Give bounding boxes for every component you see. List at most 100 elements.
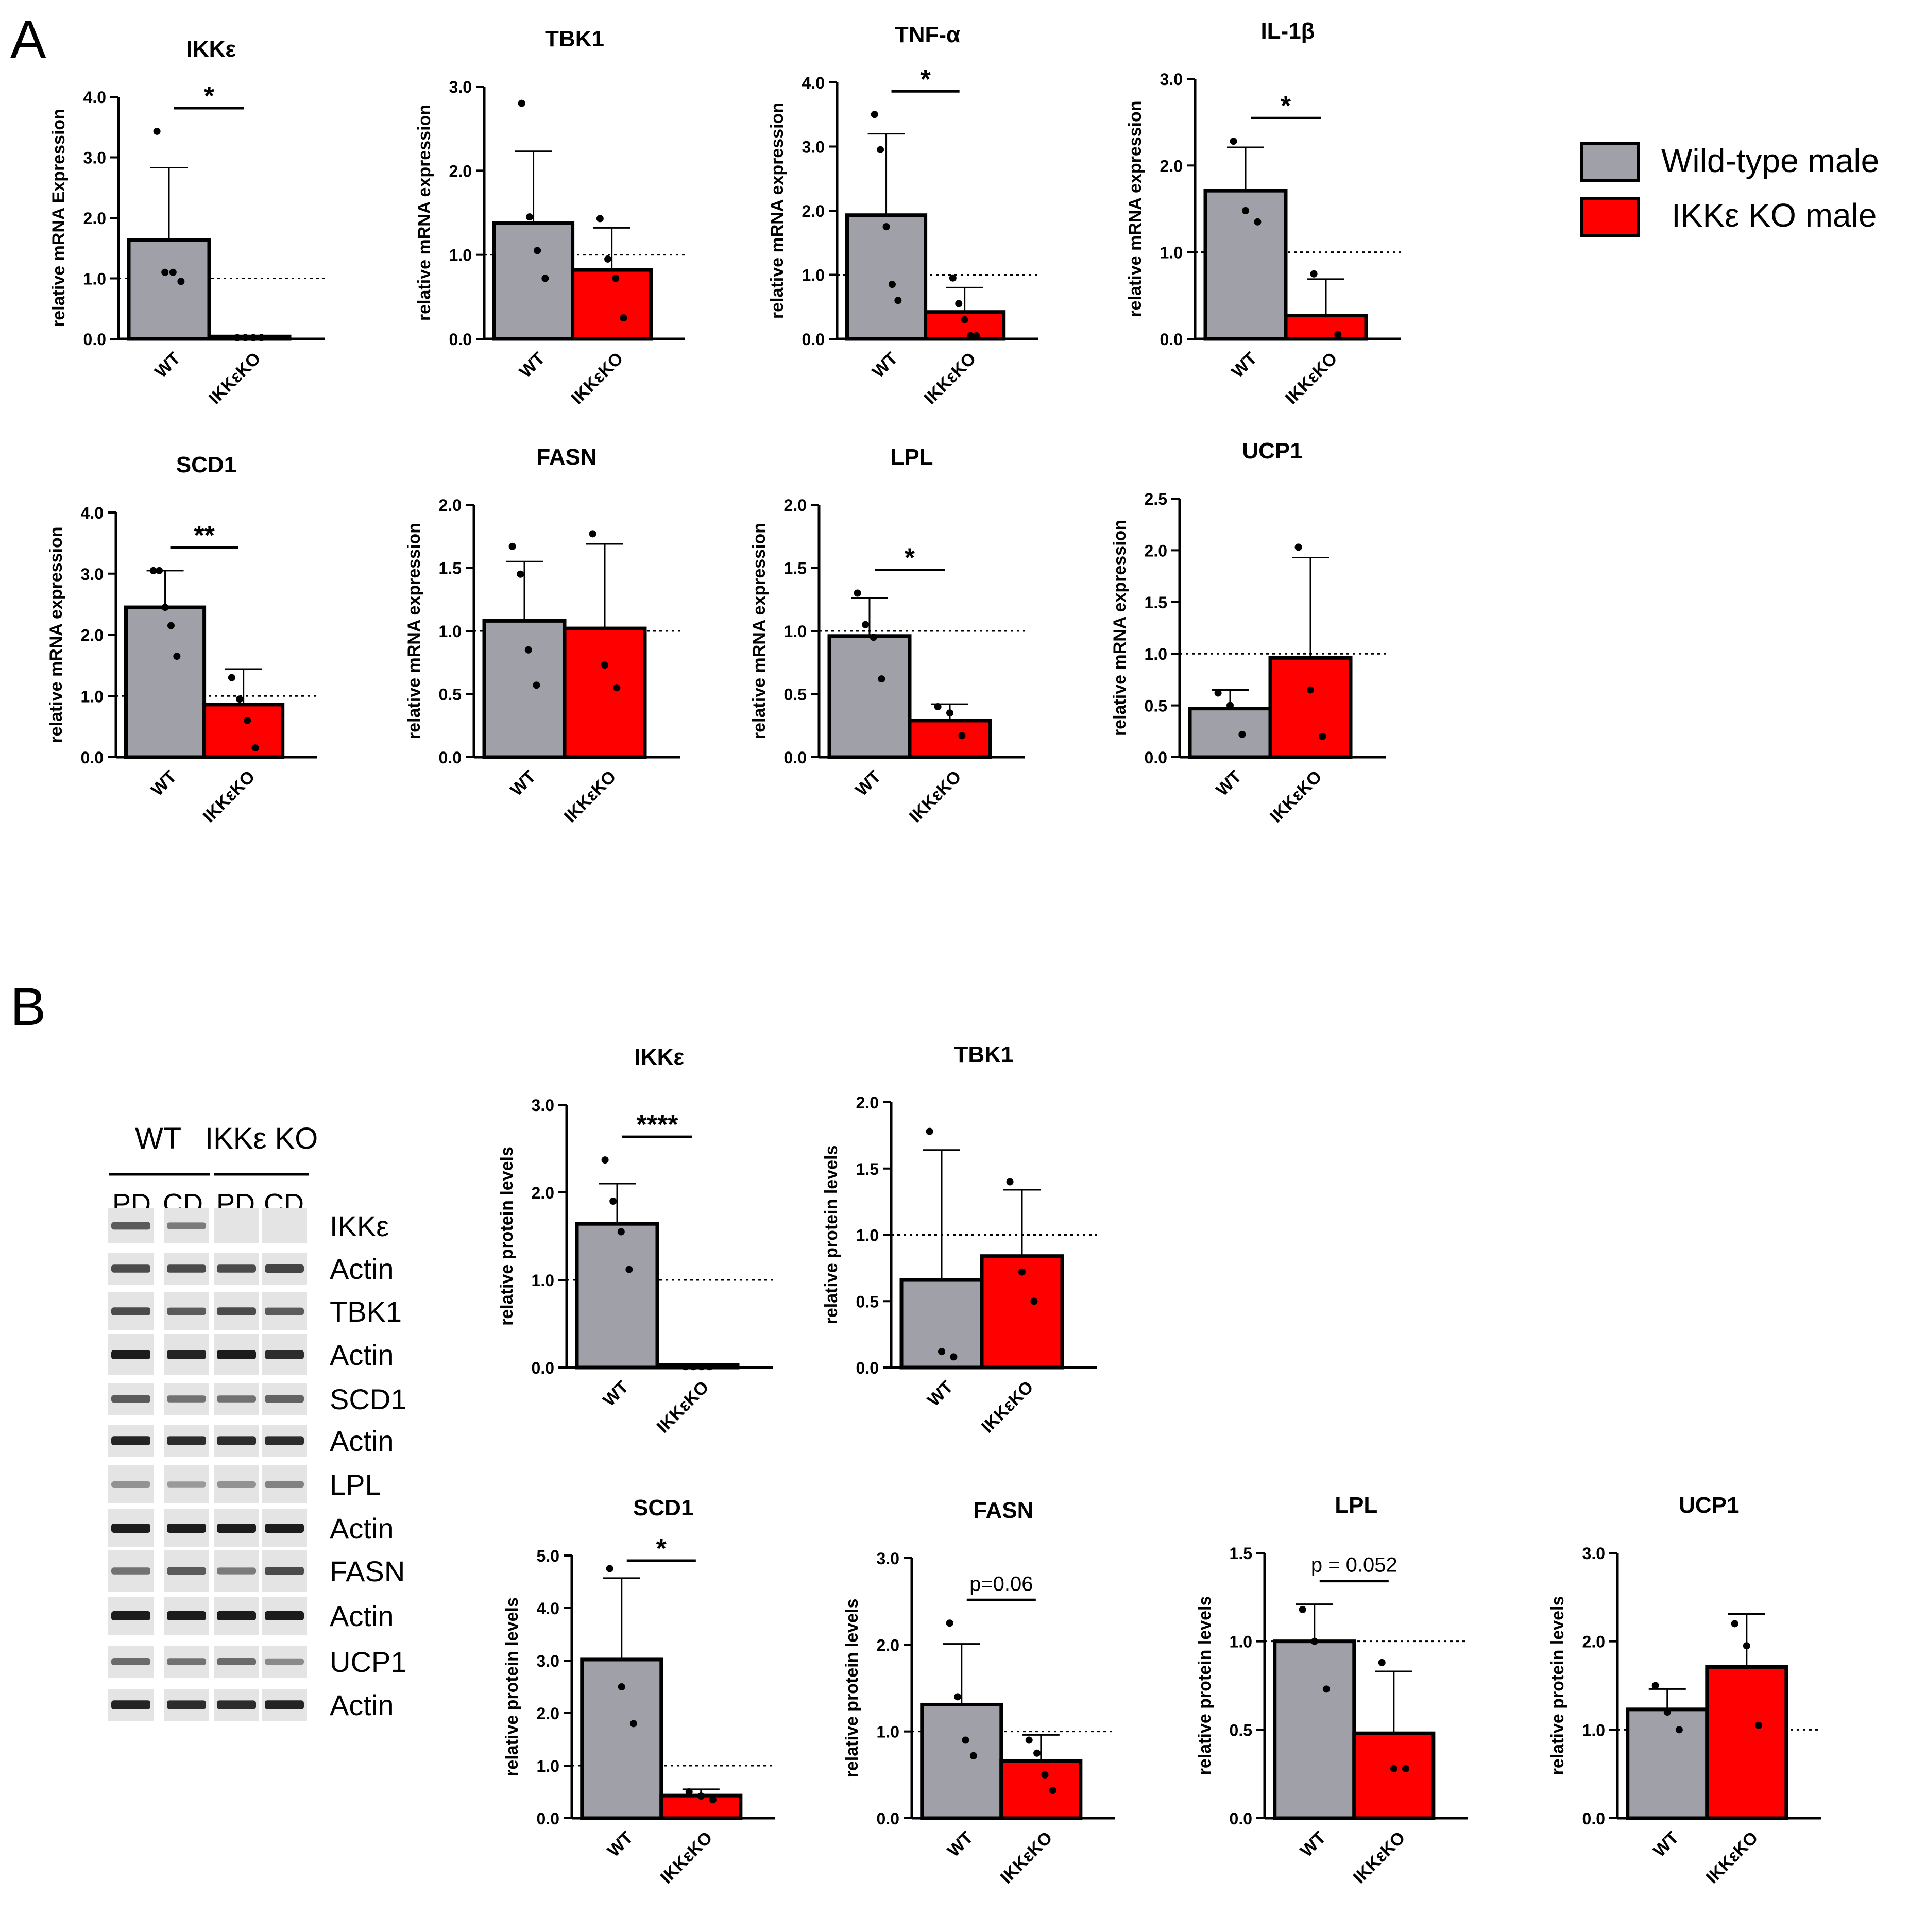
y-tick-label: 1.0 <box>856 1226 879 1245</box>
data-point <box>706 1363 713 1371</box>
y-tick-label: 0.5 <box>856 1292 879 1311</box>
data-point <box>926 1127 933 1135</box>
data-point <box>1754 1721 1762 1729</box>
blot-band <box>167 1395 206 1403</box>
data-point <box>517 570 524 578</box>
blot-band <box>265 1700 304 1709</box>
blot-band <box>111 1524 150 1533</box>
significance-label: **** <box>637 1110 679 1140</box>
blot-band <box>167 1700 206 1709</box>
x-tick-label: WT <box>516 349 549 382</box>
blot-band <box>265 1524 304 1533</box>
bar-chart-1: TBK1 0.0 1.0 2.0 3.0 relative mRNA expression… <box>415 26 685 408</box>
data-point <box>534 247 541 254</box>
data-point <box>1006 1178 1014 1186</box>
y-axis-label: relative protein levels <box>1548 1596 1567 1775</box>
data-point <box>878 675 885 683</box>
blot-band <box>265 1264 304 1273</box>
blot-band <box>167 1307 206 1315</box>
blot-band <box>217 1611 256 1620</box>
y-tick-label: 1.5 <box>784 559 807 578</box>
data-point <box>946 1619 953 1627</box>
x-tick-label: IKKεKO <box>653 1377 713 1437</box>
bar-wt <box>827 634 912 759</box>
blot-band <box>217 1307 256 1315</box>
blot-row-label: UCP1 <box>330 1646 406 1678</box>
y-tick-label: 0.0 <box>784 748 807 767</box>
blot-band <box>167 1264 206 1273</box>
y-tick-label: 1.0 <box>449 246 472 265</box>
data-point <box>1018 1268 1026 1276</box>
chart-title: SCD1 <box>633 1495 693 1520</box>
bar-ko <box>563 626 647 759</box>
bar-wt <box>920 1702 1003 1820</box>
y-tick-label: 0.5 <box>439 686 462 704</box>
legend-ko-label: IKKε KO male <box>1672 197 1877 234</box>
bar-chart-2: TNF-α 0.0 1.0 2.0 3.0 4.0 relative mRNA expres… <box>768 22 1038 408</box>
data-point <box>533 681 540 689</box>
bar-ko <box>1705 1665 1788 1820</box>
data-point <box>969 1752 977 1759</box>
y-axis-label: relative protein levels <box>1195 1596 1215 1775</box>
data-point <box>618 1683 625 1690</box>
bar-wt <box>1273 1639 1356 1820</box>
x-tick-label: IKKεKO <box>568 349 627 408</box>
x-tick-label: IKKεKO <box>560 767 620 827</box>
data-point <box>1743 1642 1750 1650</box>
data-point <box>1230 138 1237 145</box>
data-point <box>518 99 525 107</box>
data-point <box>601 1156 609 1164</box>
blot-row-label: Actin <box>330 1339 394 1371</box>
chart-title: TBK1 <box>545 26 604 52</box>
y-tick-label: 1.5 <box>856 1160 879 1178</box>
blot-band <box>111 1350 150 1359</box>
data-point <box>149 567 157 574</box>
blot-band <box>217 1524 256 1533</box>
y-tick-label: 2.0 <box>802 202 825 220</box>
y-tick-label: 2.0 <box>81 626 104 645</box>
blot-row-label: Actin <box>330 1600 394 1632</box>
data-point <box>1319 732 1326 740</box>
data-point <box>601 661 608 669</box>
y-tick-label: 3.0 <box>1582 1544 1605 1563</box>
y-axis-label: relative protein levels <box>502 1597 522 1776</box>
blot-band <box>111 1436 150 1445</box>
data-point <box>524 646 532 654</box>
blot-band <box>217 1567 256 1575</box>
bar-chart-3: IL-1β 0.0 1.0 2.0 3.0 relative mRNA expressio… <box>1126 19 1401 408</box>
bar-chart-11: FASN 0.0 1.0 2.0 3.0 relative protein levels W… <box>842 1498 1115 1888</box>
y-tick-label: 4.0 <box>83 88 106 107</box>
data-point <box>1310 270 1318 278</box>
significance-label: * <box>656 1534 667 1564</box>
legend-wt-swatch <box>1580 142 1640 182</box>
data-point <box>1238 730 1246 738</box>
chart-title: FASN <box>536 444 596 470</box>
x-tick-label: IKKεKO <box>1702 1828 1762 1888</box>
chart-title: SCD1 <box>176 452 236 477</box>
y-tick-label: 1.0 <box>532 1271 554 1290</box>
data-point <box>613 684 621 692</box>
data-point <box>1402 1765 1409 1772</box>
blot-lane-background <box>214 1465 259 1503</box>
bar-ko <box>1352 1731 1436 1820</box>
data-point <box>894 297 902 304</box>
x-tick-label: IKKεKO <box>657 1828 717 1888</box>
data-point <box>854 589 861 597</box>
data-point <box>967 332 975 339</box>
chart-title: LPL <box>1335 1493 1377 1518</box>
y-tick-label: 0.0 <box>1582 1809 1605 1828</box>
bar-ko <box>999 1759 1083 1820</box>
data-point <box>617 1228 625 1236</box>
data-point <box>161 604 169 611</box>
y-tick-label: 0.0 <box>1160 330 1183 349</box>
data-point <box>251 744 259 752</box>
bar-chart-5: FASN 0.0 0.5 1.0 1.5 2.0 relative mRNA express… <box>404 444 680 827</box>
data-point <box>1041 1771 1049 1779</box>
y-tick-label: 1.0 <box>1160 244 1183 262</box>
blot-band <box>217 1436 256 1445</box>
data-point <box>946 709 953 717</box>
data-point <box>1049 1787 1056 1794</box>
data-point <box>625 1266 633 1273</box>
data-point <box>961 316 968 323</box>
chart-title: TBK1 <box>955 1042 1014 1067</box>
